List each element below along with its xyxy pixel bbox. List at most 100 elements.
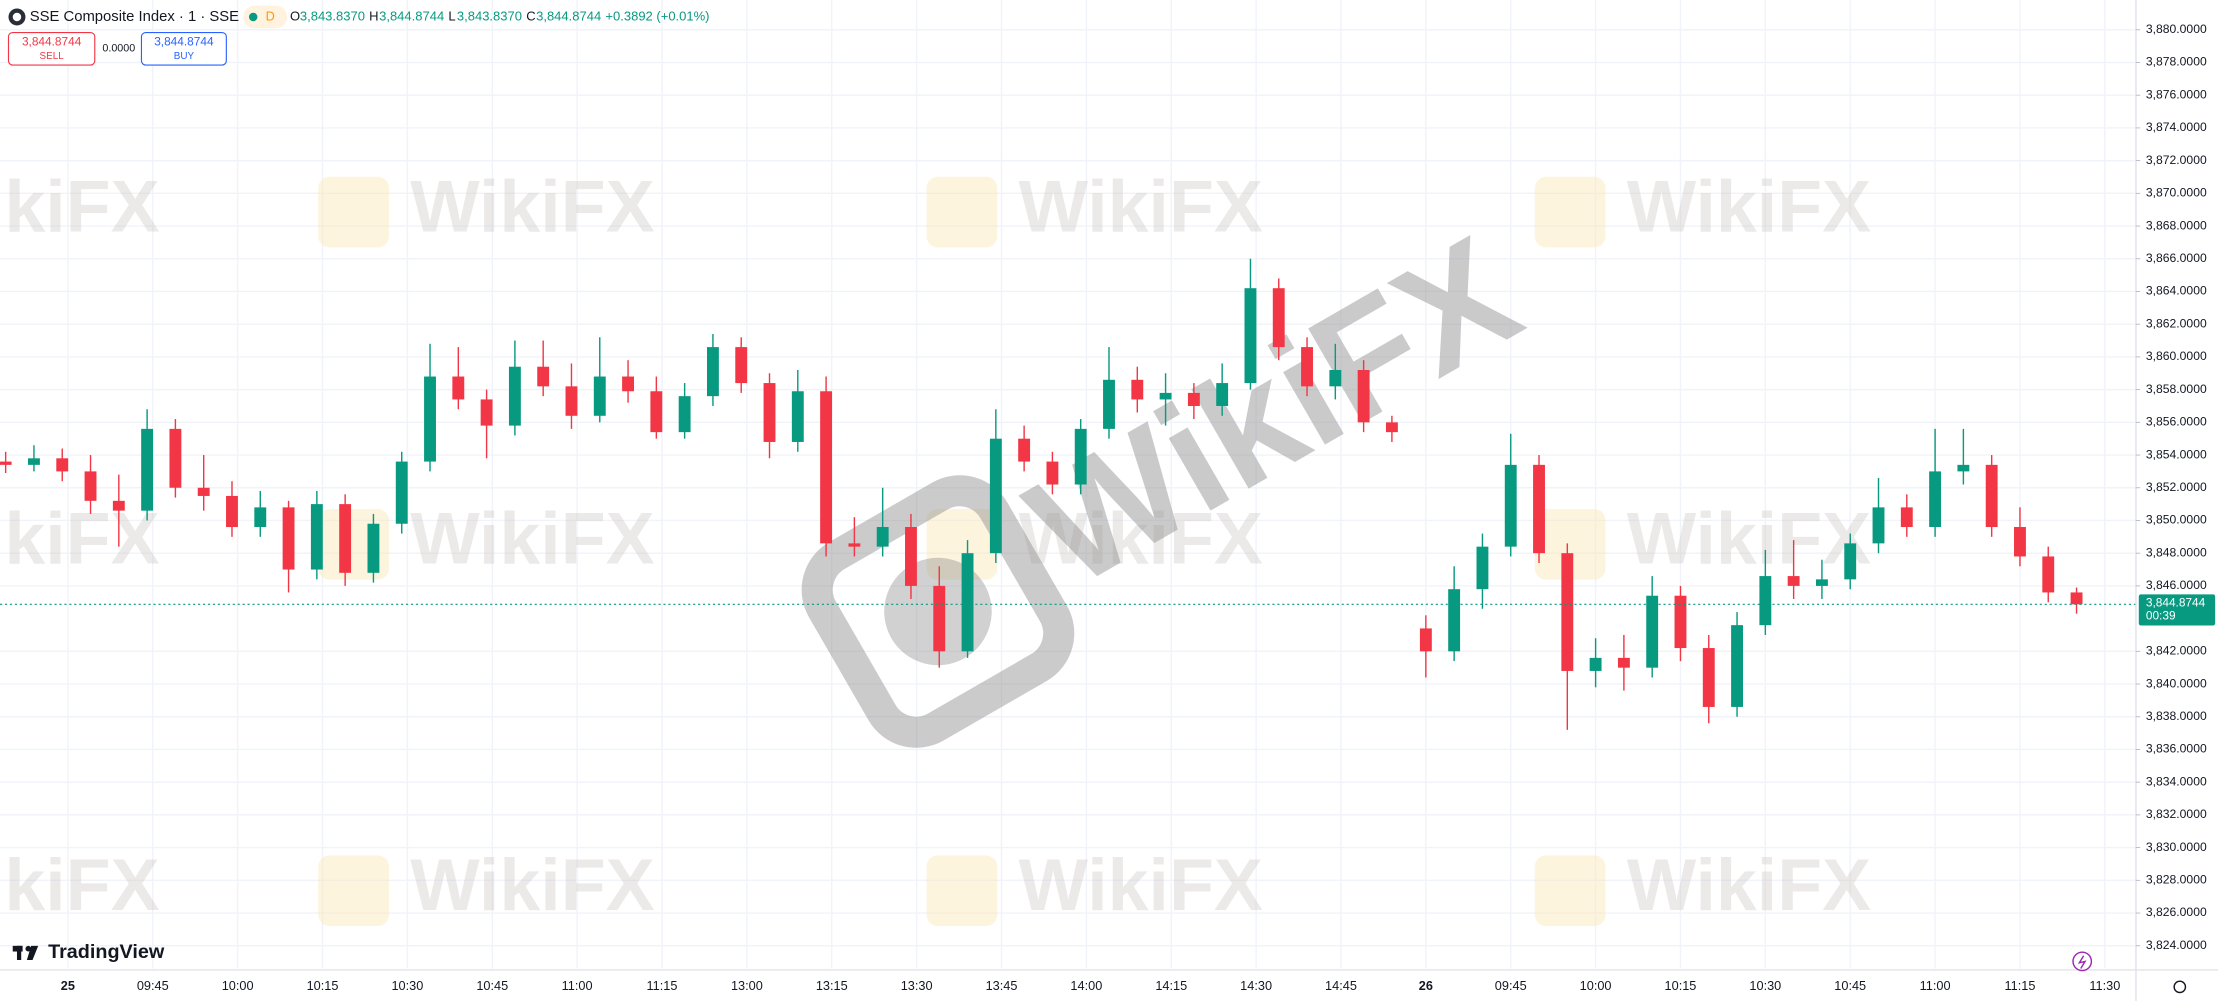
candle-body bbox=[226, 495, 238, 528]
candle-body bbox=[282, 507, 295, 570]
x-tick-label: 10:30 bbox=[1749, 978, 1781, 993]
candle-body bbox=[367, 523, 380, 573]
alert-icon-bolt bbox=[2077, 955, 2087, 969]
logo[interactable]: TradingView bbox=[12, 941, 165, 963]
buy-button[interactable] bbox=[140, 31, 227, 66]
candle-body bbox=[56, 458, 69, 472]
candle-body bbox=[905, 527, 917, 586]
settings-icon[interactable] bbox=[2173, 980, 2187, 994]
y-tick-label: 3,876.0000 bbox=[2146, 87, 2207, 101]
candle-body bbox=[706, 347, 719, 397]
candle-body bbox=[1787, 576, 1800, 586]
alert-icon[interactable] bbox=[2072, 951, 2093, 972]
y-tick-label: 3,846.0000 bbox=[2146, 578, 2207, 592]
watermark-icon bbox=[1534, 176, 1606, 248]
candle-body bbox=[622, 376, 634, 392]
candle-body bbox=[791, 391, 804, 442]
x-tick-label: 13:00 bbox=[731, 978, 763, 993]
logo-text[interactable]: TradingView bbox=[48, 941, 165, 963]
x-tick-label: 10:15 bbox=[1665, 978, 1697, 993]
x-tick-label: 14:45 bbox=[1325, 978, 1357, 993]
candle-body bbox=[2042, 556, 2055, 593]
candle-body bbox=[1759, 576, 1772, 626]
symbol-icon-inner bbox=[12, 12, 22, 22]
y-tick-label: 3,872.0000 bbox=[2146, 153, 2207, 167]
buy-price[interactable]: 3,844.8744 bbox=[154, 35, 214, 49]
candle-body bbox=[1476, 546, 1489, 590]
y-tick-label: 3,858.0000 bbox=[2146, 382, 2207, 396]
y-tick-label: 3,854.0000 bbox=[2146, 447, 2207, 461]
y-tick-label: 3,826.0000 bbox=[2146, 905, 2207, 919]
candle-body bbox=[28, 458, 40, 465]
candle-body bbox=[1216, 383, 1229, 406]
candle-body bbox=[169, 428, 182, 488]
candle-body bbox=[1103, 379, 1115, 429]
candle-body bbox=[537, 366, 550, 387]
candle-body bbox=[763, 383, 776, 442]
candle-body bbox=[1589, 657, 1602, 671]
watermark-icon bbox=[1534, 855, 1606, 927]
sell-label[interactable]: SELL bbox=[40, 51, 65, 62]
watermark-text: WikiFX bbox=[1627, 497, 1871, 580]
y-tick-label: 3,830.0000 bbox=[2146, 840, 2207, 854]
candle-body bbox=[1448, 589, 1461, 652]
ohlc-key: C bbox=[526, 8, 535, 23]
logo-mark bbox=[26, 945, 39, 960]
x-tick-label: 10:30 bbox=[391, 978, 423, 993]
y-tick-label: 3,834.0000 bbox=[2146, 774, 2207, 788]
x-tick-label: 10:00 bbox=[222, 978, 254, 993]
candle-body bbox=[735, 347, 748, 384]
y-tick-label: 3,838.0000 bbox=[2146, 709, 2207, 723]
y-tick-label: 3,836.0000 bbox=[2146, 742, 2207, 756]
candle-body bbox=[141, 428, 154, 511]
watermark-icon bbox=[926, 855, 998, 927]
y-tick-label: 3,880.0000 bbox=[2146, 22, 2207, 36]
watermark-text: WikiFX bbox=[410, 497, 654, 580]
last-price-label: 3,844.8744 bbox=[2146, 596, 2206, 610]
candle-body bbox=[1357, 369, 1370, 423]
y-tick-label: 3,828.0000 bbox=[2146, 873, 2207, 887]
candle-body bbox=[1419, 628, 1432, 652]
candle-body bbox=[989, 438, 1002, 554]
candle-body bbox=[112, 500, 125, 511]
candle-body bbox=[650, 391, 663, 433]
candle-body bbox=[2070, 592, 2083, 605]
watermark-text: WikiFX bbox=[1018, 165, 1262, 248]
ohlc-key: L bbox=[448, 8, 455, 23]
candle-body bbox=[1674, 595, 1687, 649]
watermark-icon bbox=[1534, 508, 1606, 580]
candle-body bbox=[876, 527, 889, 547]
ohlc-value: 3,844.8744 bbox=[536, 8, 601, 23]
candle-body bbox=[1272, 288, 1285, 348]
x-tick-label: 09:45 bbox=[1495, 978, 1527, 993]
watermark-text: WikiFX bbox=[410, 165, 654, 248]
y-tick-label: 3,870.0000 bbox=[2146, 186, 2207, 200]
candle-body bbox=[1159, 392, 1172, 400]
x-tick-label: 13:45 bbox=[986, 978, 1018, 993]
candle-body bbox=[1844, 543, 1857, 580]
candle-body bbox=[310, 504, 323, 570]
badge[interactable]: D bbox=[266, 8, 275, 23]
x-tick-label: 14:00 bbox=[1070, 978, 1102, 993]
x-tick-label: 26 bbox=[1419, 978, 1433, 993]
x-tick-label: 10:45 bbox=[1834, 978, 1866, 993]
buy-label[interactable]: BUY bbox=[174, 51, 195, 62]
x-tick-label: 11:00 bbox=[1920, 978, 1951, 993]
sell-button[interactable] bbox=[7, 31, 96, 66]
sell-price[interactable]: 3,844.8744 bbox=[22, 35, 82, 49]
badge-bg[interactable] bbox=[243, 5, 288, 29]
candle-body bbox=[1872, 507, 1885, 544]
y-tick-label: 3,850.0000 bbox=[2146, 513, 2207, 527]
y-tick-label: 3,864.0000 bbox=[2146, 284, 2207, 298]
candle-body bbox=[1385, 422, 1398, 433]
candle-body bbox=[1646, 595, 1659, 668]
candle-body bbox=[1561, 553, 1574, 671]
symbol-title: SSE Composite Index · 1 · SSE bbox=[30, 9, 239, 25]
candle-body bbox=[84, 471, 97, 501]
watermark-text: WikiFX bbox=[0, 843, 160, 926]
candle-body bbox=[339, 504, 352, 573]
candle-body bbox=[1131, 379, 1144, 400]
candle-body bbox=[565, 386, 578, 416]
y-tick-label: 3,860.0000 bbox=[2146, 349, 2207, 363]
